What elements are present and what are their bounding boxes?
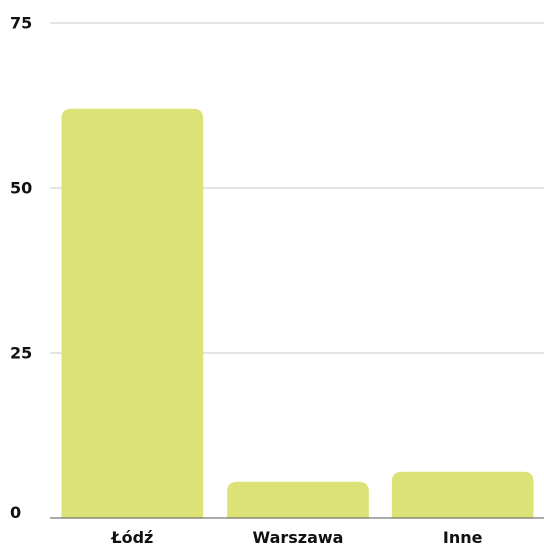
- y-tick-label: 75: [10, 14, 32, 33]
- y-axis-tick-labels: 0 25 50 75: [10, 14, 32, 522]
- bar-2: [227, 481, 369, 518]
- x-category-label: Łódź: [110, 528, 153, 546]
- bars: [61, 108, 534, 519]
- x-axis-category-labels: Łódź Warszawa Inne: [110, 528, 482, 546]
- bar-3: [391, 471, 534, 518]
- y-tick-label: 25: [10, 344, 32, 363]
- y-tick-label: 0: [10, 503, 21, 522]
- x-category-label: Inne: [443, 528, 483, 546]
- bar-1: [61, 108, 204, 519]
- y-tick-label: 50: [10, 179, 32, 198]
- x-category-label: Warszawa: [253, 528, 344, 546]
